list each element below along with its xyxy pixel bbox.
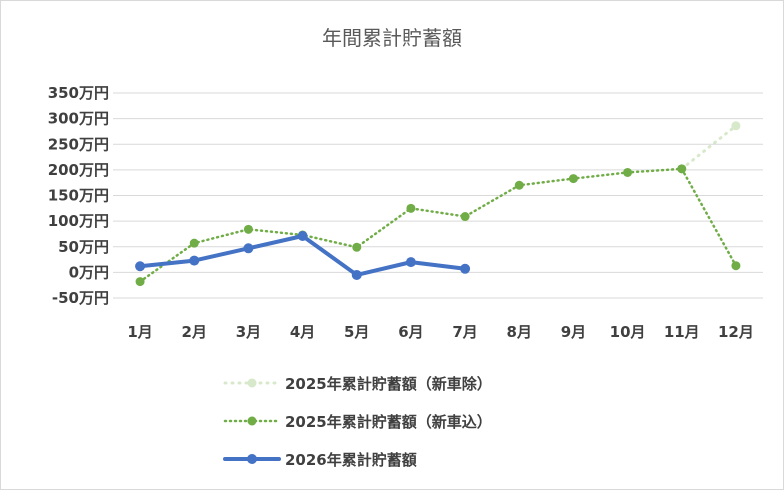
data-point xyxy=(731,121,741,131)
x-tick-label: 6月 xyxy=(398,323,423,341)
legend-label: 2026年累計貯蓄額 xyxy=(285,451,417,469)
data-point xyxy=(189,238,199,248)
data-point xyxy=(731,261,741,271)
series-layer xyxy=(135,121,741,287)
y-tick-label: -50万円 xyxy=(52,289,109,307)
legend-label: 2025年累計貯蓄額（新車除） xyxy=(285,375,492,393)
legend-item-0 xyxy=(223,378,281,388)
y-tick-label: 200万円 xyxy=(48,161,109,179)
data-point xyxy=(406,203,416,213)
gridlines xyxy=(113,92,763,299)
y-tick-label: 250万円 xyxy=(48,135,109,153)
legend-item-1 xyxy=(223,416,281,426)
data-point xyxy=(297,230,308,241)
x-tick-label: 11月 xyxy=(664,323,700,341)
y-tick-label: 0万円 xyxy=(69,263,109,281)
series-0 xyxy=(677,121,741,174)
legend-swatch-marker xyxy=(247,454,257,464)
series-line xyxy=(680,124,738,171)
legend: 2025年累計貯蓄額（新車除） 2025年累計貯蓄額（新車込） 2026年累計貯蓄額 xyxy=(223,375,492,469)
legend-swatch-marker xyxy=(247,378,257,388)
x-tick-label: 4月 xyxy=(290,323,315,341)
data-point xyxy=(405,257,416,268)
data-point xyxy=(623,167,633,177)
series-line xyxy=(138,233,468,277)
series-2 xyxy=(135,230,471,280)
y-tick-label: 50万円 xyxy=(58,238,109,256)
x-axis-labels: 1月 2月 3月 4月 5月 6月 7月 8月 9月 10月 11月 12月 xyxy=(127,323,753,341)
legend-label: 2025年累計貯蓄額（新車込） xyxy=(285,413,492,431)
data-point xyxy=(460,212,470,222)
y-tick-label: 300万円 xyxy=(48,110,109,128)
x-tick-label: 12月 xyxy=(718,323,754,341)
x-tick-label: 10月 xyxy=(610,323,646,341)
series-line xyxy=(138,167,738,283)
x-tick-label: 3月 xyxy=(236,323,261,341)
data-point xyxy=(460,263,471,274)
data-point xyxy=(568,174,578,184)
data-point xyxy=(352,242,362,252)
data-point xyxy=(514,180,524,190)
data-point xyxy=(189,255,200,266)
data-point xyxy=(243,224,253,234)
x-tick-label: 8月 xyxy=(507,323,532,341)
y-tick-label: 350万円 xyxy=(48,84,109,102)
data-point xyxy=(135,277,145,287)
x-tick-label: 5月 xyxy=(344,323,369,341)
data-point xyxy=(677,164,687,174)
x-tick-label: 2月 xyxy=(182,323,207,341)
y-tick-label: 100万円 xyxy=(48,212,109,230)
data-point xyxy=(243,243,254,254)
x-tick-label: 7月 xyxy=(452,323,477,341)
legend-swatch-marker xyxy=(247,416,257,426)
series-1 xyxy=(135,164,741,287)
data-point xyxy=(135,261,146,272)
y-axis-labels: -50万円 0万円 50万円 100万円 150万円 200万円 250万円 300万円 350… xyxy=(48,84,109,307)
legend-item-2 xyxy=(223,454,281,464)
x-tick-label: 1月 xyxy=(127,323,152,341)
y-tick-label: 150万円 xyxy=(48,187,109,205)
chart-title: 年間累計貯蓄額 xyxy=(322,26,462,50)
x-tick-label: 9月 xyxy=(561,323,586,341)
data-point xyxy=(351,269,362,280)
